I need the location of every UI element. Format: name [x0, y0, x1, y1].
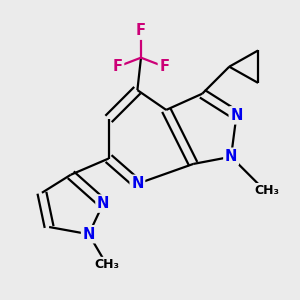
Text: F: F — [136, 23, 146, 38]
Text: N: N — [230, 108, 243, 123]
Text: F: F — [159, 59, 170, 74]
Text: F: F — [112, 59, 123, 74]
Text: N: N — [97, 196, 110, 211]
Text: N: N — [131, 176, 144, 191]
Text: N: N — [225, 149, 237, 164]
Text: CH₃: CH₃ — [255, 184, 280, 197]
Text: N: N — [82, 227, 95, 242]
Text: CH₃: CH₃ — [94, 258, 119, 271]
